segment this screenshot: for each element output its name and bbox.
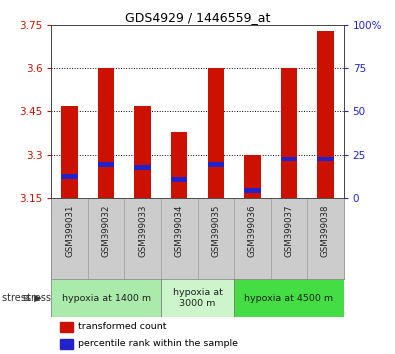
Bar bbox=[317, 157, 334, 161]
Text: GSM399038: GSM399038 bbox=[321, 205, 330, 257]
Bar bbox=[171, 177, 188, 182]
Title: GDS4929 / 1446559_at: GDS4929 / 1446559_at bbox=[125, 11, 270, 24]
Text: GSM399031: GSM399031 bbox=[65, 205, 74, 257]
Bar bbox=[98, 68, 115, 198]
Text: stress: stress bbox=[23, 293, 51, 303]
Bar bbox=[244, 188, 261, 193]
Text: GSM399033: GSM399033 bbox=[138, 205, 147, 257]
Text: hypoxia at 4500 m: hypoxia at 4500 m bbox=[244, 293, 333, 303]
Text: GSM399036: GSM399036 bbox=[248, 205, 257, 257]
Bar bbox=[51, 279, 161, 317]
Text: hypoxia at 1400 m: hypoxia at 1400 m bbox=[62, 293, 151, 303]
Bar bbox=[60, 339, 73, 349]
Bar bbox=[280, 68, 297, 198]
Text: percentile rank within the sample: percentile rank within the sample bbox=[78, 339, 238, 348]
Text: transformed count: transformed count bbox=[78, 322, 166, 331]
Bar bbox=[161, 279, 234, 317]
Bar bbox=[60, 322, 73, 332]
Bar bbox=[244, 155, 261, 198]
Text: GSM399035: GSM399035 bbox=[211, 205, 220, 257]
Bar bbox=[134, 105, 151, 198]
Bar bbox=[207, 162, 224, 167]
Text: GSM399034: GSM399034 bbox=[175, 205, 184, 257]
Bar bbox=[280, 157, 297, 161]
Bar bbox=[61, 174, 78, 179]
Bar bbox=[171, 132, 188, 198]
Text: hypoxia at
3000 m: hypoxia at 3000 m bbox=[173, 289, 222, 308]
Bar bbox=[207, 68, 224, 198]
Text: GSM399032: GSM399032 bbox=[102, 205, 111, 257]
Text: GSM399037: GSM399037 bbox=[284, 205, 293, 257]
Text: stress ▶: stress ▶ bbox=[2, 293, 41, 303]
Bar bbox=[317, 30, 334, 198]
Bar bbox=[98, 162, 115, 167]
Bar bbox=[61, 105, 78, 198]
Bar bbox=[234, 279, 344, 317]
Bar bbox=[134, 165, 151, 170]
